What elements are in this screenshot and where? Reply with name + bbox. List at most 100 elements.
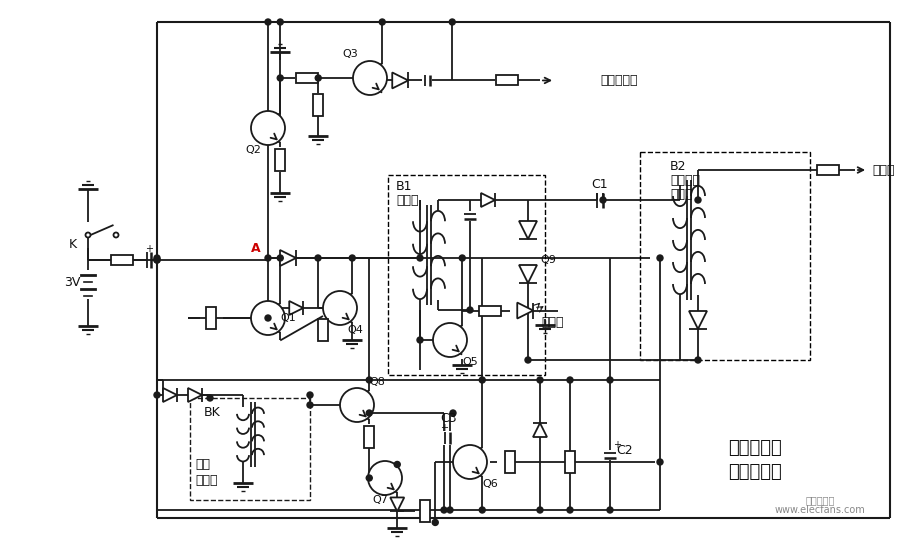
Circle shape: [479, 507, 486, 513]
Circle shape: [525, 357, 531, 363]
Circle shape: [450, 410, 456, 416]
Circle shape: [366, 410, 372, 416]
Text: C3: C3: [441, 411, 457, 425]
Polygon shape: [533, 423, 547, 437]
Polygon shape: [481, 193, 495, 207]
Text: 发生器: 发生器: [670, 187, 692, 201]
Polygon shape: [188, 388, 202, 402]
Polygon shape: [689, 311, 707, 329]
Circle shape: [265, 255, 271, 261]
Circle shape: [154, 255, 160, 261]
Circle shape: [366, 377, 372, 383]
Text: 3V: 3V: [64, 276, 80, 289]
Polygon shape: [289, 301, 303, 315]
Polygon shape: [390, 498, 404, 511]
Text: Q1: Q1: [280, 313, 296, 323]
Text: 点火高压: 点火高压: [670, 173, 700, 186]
Circle shape: [657, 255, 663, 261]
Circle shape: [353, 61, 387, 95]
Bar: [388, 175, 545, 375]
Circle shape: [567, 507, 573, 513]
Circle shape: [207, 395, 213, 401]
Text: 燃气热水器: 燃气热水器: [728, 439, 782, 457]
Circle shape: [537, 507, 543, 513]
Text: Q6: Q6: [482, 479, 498, 489]
Circle shape: [417, 255, 423, 261]
Text: 电子发烧友: 电子发烧友: [805, 495, 834, 505]
Circle shape: [433, 323, 467, 357]
Circle shape: [607, 507, 613, 513]
Text: www.elecfans.com: www.elecfans.com: [775, 505, 866, 515]
Polygon shape: [163, 388, 177, 402]
Text: 电子点火器: 电子点火器: [728, 463, 782, 481]
Bar: [318, 319, 328, 341]
Text: C2: C2: [617, 444, 633, 457]
Bar: [479, 306, 501, 316]
Circle shape: [567, 377, 573, 383]
Text: 燃气: 燃气: [195, 458, 210, 471]
Circle shape: [307, 402, 313, 408]
Circle shape: [251, 301, 285, 335]
Text: K: K: [69, 239, 77, 251]
Circle shape: [277, 75, 284, 81]
Bar: [420, 500, 431, 523]
Circle shape: [537, 377, 543, 383]
Text: Q7: Q7: [372, 495, 388, 505]
Text: B2: B2: [670, 160, 687, 173]
Bar: [817, 165, 839, 175]
Circle shape: [695, 357, 701, 363]
Polygon shape: [519, 221, 537, 239]
Text: 放电端: 放电端: [872, 164, 894, 177]
Circle shape: [368, 461, 402, 495]
Text: 升压器: 升压器: [396, 195, 419, 208]
Text: 电磁阀: 电磁阀: [195, 474, 218, 487]
Circle shape: [459, 255, 465, 261]
Bar: [640, 152, 810, 360]
Circle shape: [607, 377, 613, 383]
Bar: [297, 73, 319, 83]
Polygon shape: [519, 265, 537, 283]
Circle shape: [417, 337, 423, 343]
Circle shape: [695, 197, 701, 203]
Circle shape: [114, 233, 118, 238]
Bar: [364, 426, 375, 449]
Text: BK: BK: [204, 405, 220, 419]
Text: Q2: Q2: [245, 145, 261, 155]
Circle shape: [277, 255, 284, 261]
Text: Q4: Q4: [347, 325, 363, 335]
Circle shape: [394, 462, 400, 468]
Circle shape: [85, 233, 91, 238]
Text: +: +: [145, 244, 153, 254]
Bar: [206, 307, 216, 329]
Text: Q9: Q9: [540, 255, 556, 265]
Text: +: +: [613, 440, 621, 450]
Circle shape: [379, 19, 386, 25]
Circle shape: [307, 392, 313, 398]
Circle shape: [340, 388, 374, 422]
Text: 火焰传感器: 火焰传感器: [600, 74, 637, 87]
Circle shape: [467, 307, 473, 313]
Bar: [275, 149, 285, 172]
Text: Q8: Q8: [369, 377, 385, 387]
Circle shape: [154, 392, 160, 398]
Circle shape: [447, 507, 453, 513]
Circle shape: [366, 475, 372, 481]
Circle shape: [657, 459, 663, 465]
Circle shape: [251, 111, 285, 145]
Circle shape: [441, 507, 447, 513]
Circle shape: [315, 255, 321, 261]
Circle shape: [277, 19, 284, 25]
Circle shape: [315, 75, 321, 81]
Text: C1: C1: [592, 179, 609, 191]
Circle shape: [265, 315, 271, 321]
Bar: [111, 255, 133, 265]
Circle shape: [479, 377, 486, 383]
Polygon shape: [280, 250, 296, 266]
Polygon shape: [392, 72, 409, 88]
Circle shape: [154, 257, 160, 263]
Text: B1: B1: [396, 180, 412, 193]
Text: Q5: Q5: [462, 357, 478, 367]
Bar: [565, 451, 575, 473]
Circle shape: [323, 291, 357, 325]
Circle shape: [432, 519, 438, 525]
